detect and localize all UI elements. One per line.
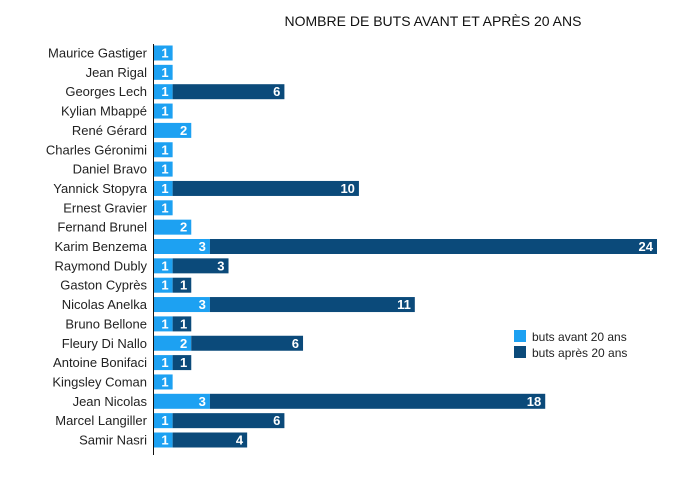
value-label-after-20: 6 (273, 413, 280, 428)
category-label: Raymond Dubly (55, 258, 148, 273)
bar-before-20 (154, 393, 210, 409)
bar-after-20 (209, 239, 657, 254)
bar-before-20 (154, 258, 173, 274)
legend-swatch-after (514, 346, 526, 358)
value-label-after-20: 4 (236, 433, 244, 448)
bar-before-20 (154, 103, 173, 119)
bar-after-20 (172, 413, 285, 429)
value-label-after-20: 6 (292, 336, 299, 351)
bar-before-20 (154, 355, 173, 371)
value-label-before-20: 1 (161, 374, 168, 389)
bar-after-20 (209, 297, 415, 313)
bar-after-20 (172, 432, 248, 448)
value-label-before-20: 1 (161, 278, 168, 293)
category-label: Fernand Brunel (57, 220, 147, 235)
value-label-after-20: 1 (180, 316, 187, 331)
legend-label-after: buts après 20 ans (532, 346, 627, 360)
value-label-before-20: 1 (161, 433, 168, 448)
bar-before-20 (154, 316, 173, 332)
value-label-before-20: 1 (161, 142, 168, 157)
category-label: Charles Géronimi (46, 142, 147, 157)
category-labels: Maurice Gastiger Jean Rigal Georges Lech Ky… (46, 46, 148, 448)
category-label: Gaston Cyprès (60, 278, 147, 293)
category-label: Nicolas Anelka (62, 297, 148, 312)
category-label: Jean Rigal (86, 65, 148, 80)
value-label-after-20: 18 (527, 394, 541, 409)
value-label-after-20: 1 (180, 355, 187, 370)
category-label: Georges Lech (65, 84, 147, 99)
bar-before-20 (154, 200, 173, 216)
value-label-after-20: 10 (340, 181, 354, 196)
value-label-before-20: 1 (161, 84, 168, 99)
bar-after-20 (172, 355, 192, 371)
category-label: Kingsley Coman (52, 374, 147, 389)
value-label-before-20: 1 (161, 258, 168, 273)
category-label: Bruno Bellone (65, 316, 147, 331)
chart-title: NOMBRE DE BUTS AVANT ET APRÈS 20 ANS (285, 13, 582, 29)
value-label-before-20: 1 (161, 104, 168, 119)
bar-before-20 (154, 161, 173, 177)
value-label-before-20: 1 (161, 413, 168, 428)
legend-label-before: buts avant 20 ans (532, 330, 627, 344)
bar-before-20 (154, 180, 173, 196)
category-label: Daniel Bravo (73, 162, 147, 177)
category-label: Antoine Bonifaci (53, 355, 147, 370)
value-label-before-20: 1 (161, 200, 168, 215)
category-label: Ernest Gravier (63, 200, 147, 215)
bar-before-20 (154, 432, 173, 448)
bar-before-20 (154, 413, 173, 429)
bar-before-20 (154, 84, 173, 100)
category-label: Fleury Di Nallo (62, 336, 147, 351)
category-label: Maurice Gastiger (48, 46, 148, 61)
bar-before-20 (154, 335, 192, 351)
value-label-before-20: 1 (161, 162, 168, 177)
value-label-before-20: 2 (180, 220, 187, 235)
bar-after-20 (172, 180, 359, 196)
value-label-before-20: 1 (161, 65, 168, 80)
bar-before-20 (154, 277, 173, 293)
bar-before-20 (154, 297, 210, 313)
bar-before-20 (154, 219, 192, 235)
value-label-before-20: 1 (161, 355, 168, 370)
bar-after-20 (172, 277, 192, 293)
value-label-before-20: 1 (161, 316, 168, 331)
bar-before-20 (154, 374, 173, 390)
category-label: Yannick Stopyra (53, 181, 147, 196)
bar-after-20 (172, 258, 229, 274)
bar-after-20 (191, 335, 304, 351)
bar-before-20 (154, 64, 173, 80)
value-label-before-20: 1 (161, 181, 168, 196)
category-label: Jean Nicolas (73, 394, 148, 409)
category-label: Kylian Mbappé (61, 104, 147, 119)
bar-after-20 (172, 84, 285, 100)
value-label-before-20: 2 (180, 336, 187, 351)
bar-before-20 (154, 122, 192, 138)
value-label-before-20: 3 (199, 297, 206, 312)
bar-before-20 (154, 142, 173, 158)
value-label-before-20: 3 (199, 239, 206, 254)
value-label-after-20: 6 (273, 84, 280, 99)
legend: buts avant 20 ans buts après 20 ans (514, 330, 627, 360)
bar-after-20 (209, 393, 546, 409)
category-label: René Gérard (72, 123, 147, 138)
value-label-after-20: 1 (180, 278, 187, 293)
value-label-before-20: 2 (180, 123, 187, 138)
value-label-before-20: 3 (199, 394, 206, 409)
value-label-after-20: 24 (639, 239, 654, 254)
category-label: Samir Nasri (79, 433, 147, 448)
bar-before-20 (154, 239, 210, 254)
value-label-before-20: 1 (161, 46, 168, 61)
bar-after-20 (172, 316, 192, 332)
value-label-after-20: 3 (217, 258, 224, 273)
category-label: Karim Benzema (55, 239, 148, 254)
legend-swatch-before (514, 330, 526, 342)
category-label: Marcel Langiller (55, 413, 147, 428)
bar-before-20 (154, 45, 173, 61)
value-label-after-20: 11 (397, 297, 411, 312)
